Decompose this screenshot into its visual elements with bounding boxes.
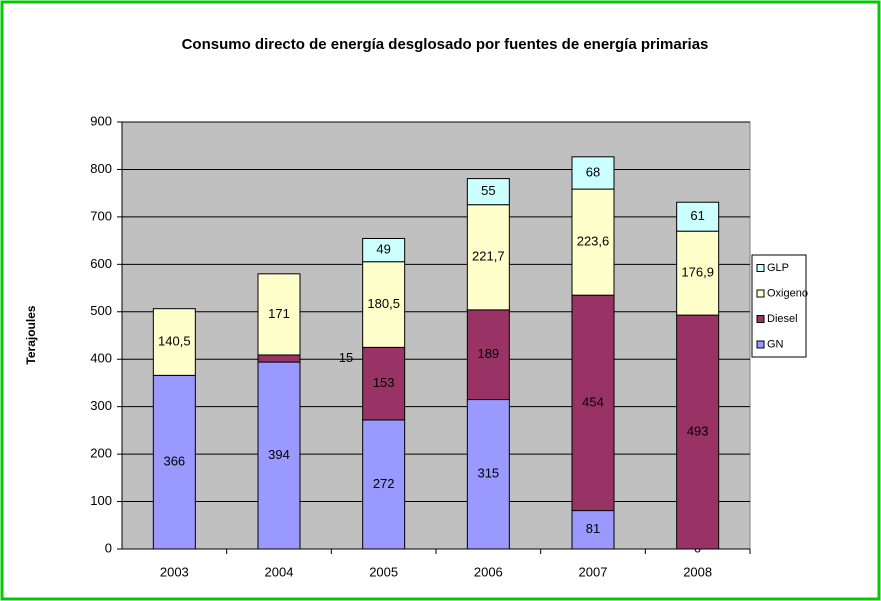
y-axis-title: Terajoules <box>24 305 38 364</box>
plot-area <box>121 121 751 550</box>
data-label: 61 <box>690 208 704 223</box>
y-tick-label: 0 <box>105 540 112 555</box>
data-label: 366 <box>163 454 185 469</box>
bar-segment <box>257 354 301 363</box>
bar-segment <box>466 178 510 206</box>
bar-segment <box>571 156 615 190</box>
bar-segment <box>466 399 510 550</box>
x-tick-label: 2008 <box>683 564 712 579</box>
legend-label: Diesel <box>767 313 798 325</box>
bar-segment <box>257 273 301 356</box>
chart-title: Consumo directo de energía desglosado po… <box>182 36 709 53</box>
y-tick-label: 900 <box>90 113 112 128</box>
data-label: 180,5 <box>367 296 400 311</box>
y-tick-label: 800 <box>90 161 112 176</box>
y-tick-label: 500 <box>90 303 112 318</box>
bar-segment <box>152 308 196 376</box>
data-label: 493 <box>687 423 709 438</box>
data-label: 81 <box>586 521 600 536</box>
data-label: 176,9 <box>681 265 714 280</box>
data-label: 272 <box>373 476 395 491</box>
bar-segment <box>466 204 510 311</box>
bar-segment <box>466 309 510 401</box>
x-tick-label: 2005 <box>369 564 398 579</box>
bar-segment <box>571 294 615 512</box>
data-label: 55 <box>481 183 495 198</box>
bar-segment <box>571 510 615 550</box>
x-tick-label: 2006 <box>474 564 503 579</box>
data-label: 153 <box>373 375 395 390</box>
data-label: 171 <box>268 306 290 321</box>
y-tick-label: 600 <box>90 256 112 271</box>
data-label: 223,6 <box>577 234 610 249</box>
bar-segment <box>362 261 406 348</box>
data-label: 140,5 <box>158 333 191 348</box>
bar-segment <box>362 346 406 421</box>
legend-swatch <box>756 264 765 272</box>
data-label: 189 <box>477 346 499 361</box>
data-label: 315 <box>477 466 499 481</box>
y-tick-label: 200 <box>90 446 112 461</box>
bar-segment <box>676 201 720 232</box>
x-tick-label: 2004 <box>265 564 294 579</box>
y-tick-label: 300 <box>90 398 112 413</box>
y-tick-label: 100 <box>90 493 112 508</box>
y-tick-label: 400 <box>90 351 112 366</box>
data-label: 15 <box>339 350 353 365</box>
legend-swatch <box>756 315 765 323</box>
data-label: 221,7 <box>472 249 505 264</box>
legend-label: GN <box>767 338 784 350</box>
bar-segment <box>571 188 615 296</box>
data-label: 454 <box>582 394 604 409</box>
y-tick-label: 700 <box>90 208 112 223</box>
legend-label: Oxigeno <box>767 287 808 299</box>
bar-segment <box>362 237 406 263</box>
data-label: 49 <box>376 242 390 257</box>
bar-segment <box>152 374 196 550</box>
legend-swatch <box>756 289 765 298</box>
x-tick-label: 2003 <box>160 564 189 579</box>
data-label: 68 <box>586 164 600 179</box>
data-label: 394 <box>268 447 290 462</box>
x-tick-label: 2007 <box>579 564 608 579</box>
legend-label: GLP <box>767 262 789 274</box>
legend-swatch <box>756 340 765 349</box>
